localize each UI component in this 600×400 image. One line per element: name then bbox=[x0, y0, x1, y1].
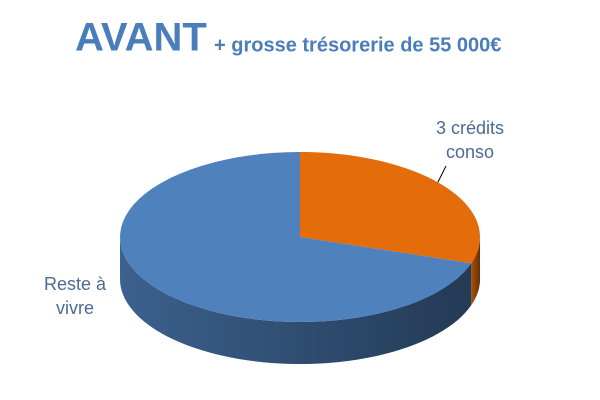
slice bbox=[120, 152, 472, 322]
slice bbox=[300, 152, 480, 264]
slice-side-shade bbox=[471, 237, 480, 306]
slice-label: 3 crédits conso bbox=[435, 118, 505, 162]
chart-title: AVANT bbox=[75, 16, 207, 60]
slice-label: Reste à vivre bbox=[43, 274, 107, 318]
pie bbox=[120, 152, 480, 364]
slice-side-shade bbox=[120, 237, 472, 364]
chart-subtitle: + grosse trésorerie de 55 000€ bbox=[214, 34, 501, 56]
